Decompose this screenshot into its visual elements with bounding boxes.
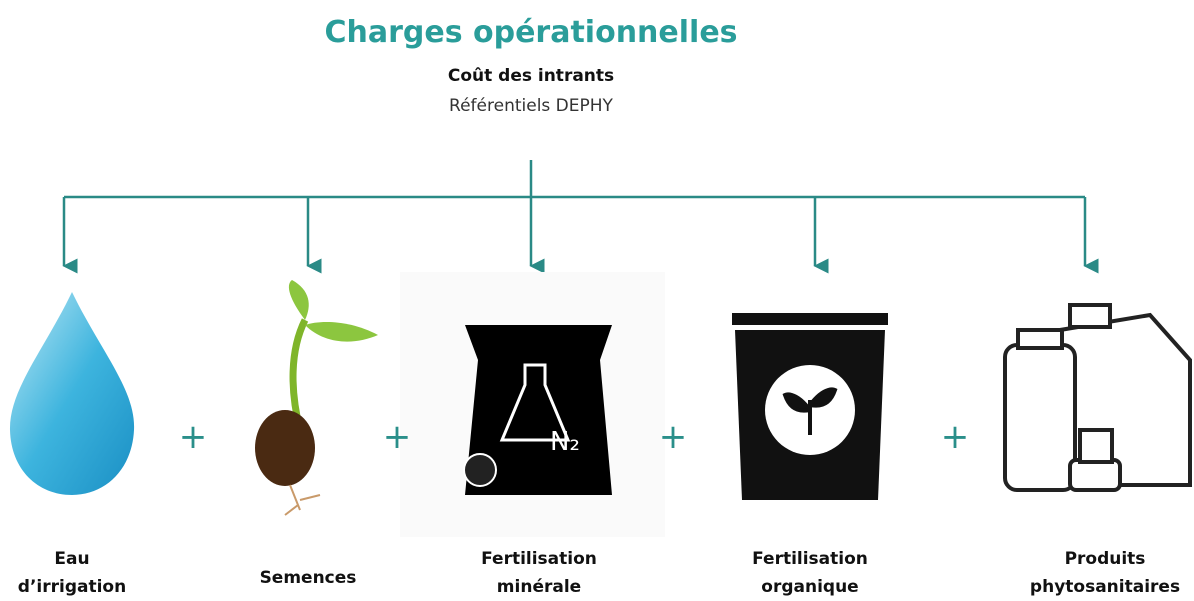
mineral-icon: N₂ [400,272,665,537]
phyto-icon [1005,305,1190,490]
water-icon [10,292,134,495]
node-label: phytosanitaires [1030,577,1180,597]
node-label: organique [761,577,858,597]
seed-icon [255,280,378,515]
node-label: Fertilisation [752,549,868,569]
node-label: d’irrigation [18,577,126,597]
organic-icon [732,313,888,500]
plus: + [383,417,412,457]
tree [64,160,1085,266]
plus: + [941,417,970,457]
plus: + [659,417,688,457]
node-label: Semences [260,568,357,588]
n2-glyph: N₂ [550,427,580,457]
subtitle: Coût des intrants [448,66,614,86]
node-label: Fertilisation [481,549,597,569]
diagram: Charges opérationnelles Coût des intrant… [0,0,1194,601]
title: Charges opérationnelles [324,15,737,50]
node-label: minérale [497,577,581,597]
source: Référentiels DEPHY [449,96,613,116]
node-label: Produits [1065,549,1146,569]
plus: + [179,417,208,457]
page: Charges opérationnelles Coût des intrant… [0,0,1194,601]
node-label: Eau [54,549,89,569]
